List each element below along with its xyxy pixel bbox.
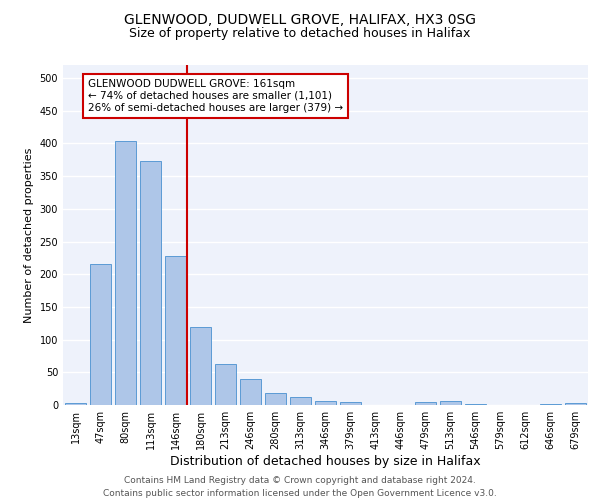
Bar [215,364,236,405]
Bar [90,264,111,405]
Bar [565,403,586,405]
Bar [415,402,436,405]
Text: GLENWOOD DUDWELL GROVE: 161sqm
← 74% of detached houses are smaller (1,101)
26% : GLENWOOD DUDWELL GROVE: 161sqm ← 74% of … [88,80,343,112]
Bar [165,256,186,405]
Bar [465,404,486,405]
Bar [440,401,461,405]
Bar [190,326,211,405]
Bar [65,403,86,405]
Bar [140,161,161,405]
Bar [265,393,286,405]
Text: Size of property relative to detached houses in Halifax: Size of property relative to detached ho… [130,28,470,40]
Y-axis label: Number of detached properties: Number of detached properties [24,148,34,322]
Bar [290,396,311,405]
Bar [315,401,336,405]
Bar [340,402,361,405]
Bar [240,379,261,405]
Text: Contains HM Land Registry data © Crown copyright and database right 2024.
Contai: Contains HM Land Registry data © Crown c… [103,476,497,498]
X-axis label: Distribution of detached houses by size in Halifax: Distribution of detached houses by size … [170,455,481,468]
Bar [540,404,561,405]
Text: GLENWOOD, DUDWELL GROVE, HALIFAX, HX3 0SG: GLENWOOD, DUDWELL GROVE, HALIFAX, HX3 0S… [124,12,476,26]
Bar [115,142,136,405]
